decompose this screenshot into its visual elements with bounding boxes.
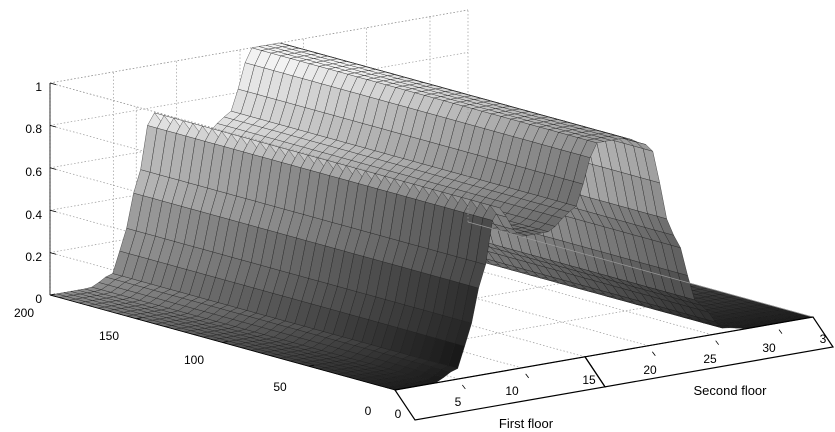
floor-tick-mark [526,374,529,378]
z-tick-label: 0.8 [25,122,42,136]
first-floor-tick-label: 5 [455,395,462,409]
z-tick-label: 1 [35,80,42,94]
second-floor-tick-label: 30 [762,341,776,355]
second-floor-label: Second floor [694,383,768,398]
depth-tick-label: 50 [273,380,287,394]
first-floor-tick-label: 15 [582,373,596,387]
depth-tick-label: 150 [99,329,119,343]
first-floor-tick-label: 10 [505,384,519,398]
first-floor-label: First floor [499,416,554,431]
depth-tick-label: 0 [365,404,372,418]
z-tick-label: 0 [35,292,42,306]
floor-tick-mark [652,352,655,356]
z-tick-mark [50,253,56,255]
surface-mesh [50,43,813,390]
z-tick-mark [50,210,56,212]
depth-tick-label: 100 [184,353,204,367]
second-floor-tick-label: 20 [643,363,657,377]
floor-tick-mark [589,363,592,367]
floor-tick-mark [716,341,719,345]
z-tick-label: 0.2 [25,250,42,264]
z-tick-label: 0.4 [25,208,42,222]
z-tick-mark [50,83,56,85]
second-floor-ticks: 15 20 25 30 3 [582,332,826,387]
z-tick-mark [50,125,56,127]
second-floor-tick-label: 3 [820,332,827,346]
second-floor-tick-label: 25 [703,352,717,366]
z-axis-ticks: 0 0.2 0.4 0.6 0.8 1 [25,80,42,306]
z-tick-mark [50,168,56,170]
z-tick-label: 0.6 [25,165,42,179]
floor-tick-mark [462,385,465,389]
first-floor-tick-label: 0 [395,407,402,421]
depth-tick-label: 200 [14,306,34,320]
floor-tick-mark [779,330,782,334]
